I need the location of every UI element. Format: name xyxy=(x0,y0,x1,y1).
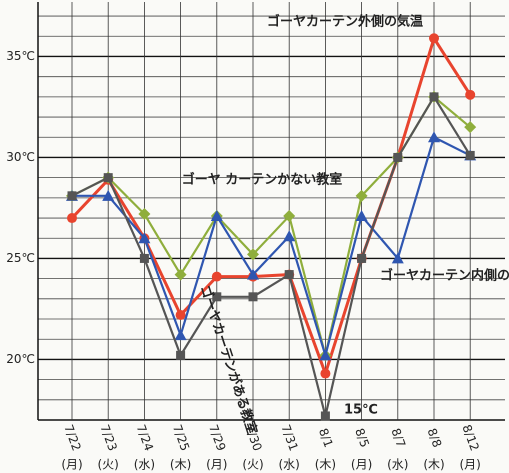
x-tick-label: 7/24 xyxy=(134,423,156,453)
x-tick-sublabel: (水) xyxy=(279,458,300,472)
point xyxy=(138,208,151,220)
point xyxy=(355,210,368,222)
x-tick-label: 7/22 xyxy=(61,423,83,453)
point xyxy=(210,210,223,222)
point xyxy=(464,121,477,134)
point xyxy=(320,368,331,379)
annotation: 15℃ xyxy=(344,403,378,418)
point xyxy=(320,411,330,421)
x-tick-label: 8/7 xyxy=(388,426,408,449)
x-tick-label: 8/1 xyxy=(316,426,336,449)
y-tick-label: 20℃ xyxy=(6,352,35,366)
y-tick-label: 30℃ xyxy=(6,150,35,164)
point xyxy=(428,131,440,143)
point xyxy=(429,92,439,102)
x-tick-sublabel: (水) xyxy=(134,458,155,472)
point xyxy=(138,232,151,244)
point xyxy=(174,268,187,281)
x-tick-sublabel: (月) xyxy=(61,458,82,472)
x-tick-label: 8/5 xyxy=(352,426,372,449)
x-tick-label: 7/31 xyxy=(278,423,300,453)
point xyxy=(465,89,476,100)
line xyxy=(71,94,472,417)
line xyxy=(70,34,472,379)
x-tick-label: 7/29 xyxy=(206,423,228,453)
y-tick-label: 35℃ xyxy=(6,49,35,63)
point xyxy=(357,253,367,263)
point xyxy=(176,350,186,360)
y-tick-label: 25℃ xyxy=(6,251,35,265)
line xyxy=(72,135,471,360)
annotation: ゴーヤカーテン外側の気温 xyxy=(267,14,423,30)
point xyxy=(175,309,186,320)
x-tick-sublabel: (木) xyxy=(170,458,191,472)
point xyxy=(211,271,222,282)
x-tick-sublabel: (火) xyxy=(98,458,119,472)
point xyxy=(139,253,149,263)
x-tick-sublabel: (火) xyxy=(242,458,263,472)
point xyxy=(67,213,77,224)
annotation: ゴーヤカーテン内側の気温 xyxy=(380,268,509,284)
point xyxy=(103,173,113,183)
point xyxy=(248,292,258,302)
x-tick-sublabel: (月) xyxy=(206,458,227,472)
x-tick-sublabel: (月) xyxy=(351,458,372,472)
x-tick-label: 7/25 xyxy=(170,423,192,453)
x-tick-label: 8/12 xyxy=(459,423,481,453)
x-tick-sublabel: (木) xyxy=(423,458,444,472)
point xyxy=(283,210,296,223)
point xyxy=(465,150,475,160)
x-tick-sublabel: (木) xyxy=(315,458,336,472)
point xyxy=(212,292,222,302)
point xyxy=(391,252,404,264)
x-tick-sublabel: (月) xyxy=(460,458,481,472)
x-tick-label: 8/8 xyxy=(425,426,445,449)
point xyxy=(283,230,296,242)
x-tick-label: 7/23 xyxy=(97,423,119,453)
point xyxy=(174,329,187,341)
point xyxy=(102,189,115,201)
point xyxy=(319,349,332,361)
point xyxy=(247,268,259,280)
point xyxy=(284,270,294,280)
annotation: ゴーヤ カーテンかない教室 xyxy=(182,172,343,188)
point xyxy=(247,248,259,261)
point xyxy=(355,189,368,202)
point xyxy=(393,152,403,162)
point xyxy=(429,33,439,44)
point xyxy=(67,191,77,201)
x-tick-sublabel: (水) xyxy=(387,458,408,472)
